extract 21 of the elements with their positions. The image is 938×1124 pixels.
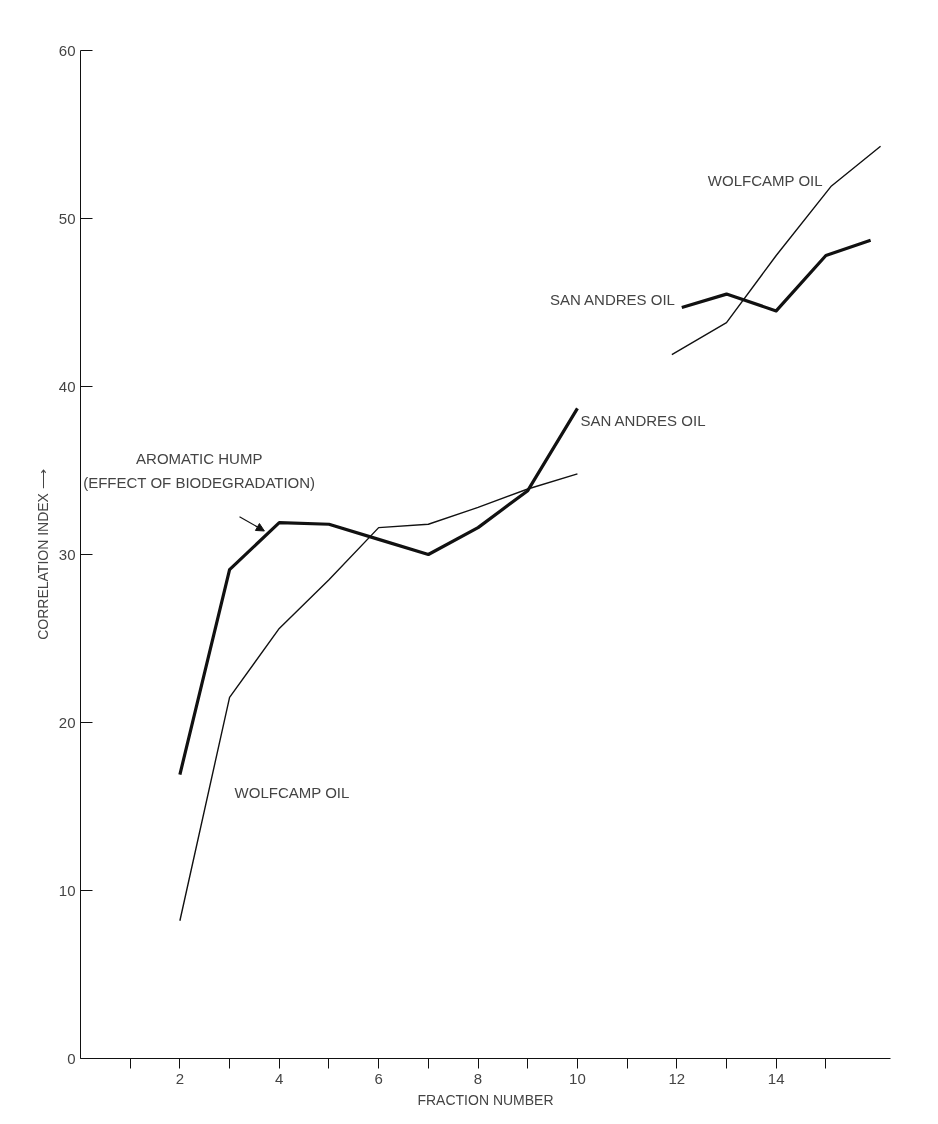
x-tick-label: 14 <box>767 1069 785 1087</box>
y-tick-label: 30 <box>58 545 76 563</box>
y-tick-label: 40 <box>58 377 76 395</box>
y-tick-label: 0 <box>67 1049 76 1067</box>
x-tick-label: 4 <box>275 1069 284 1087</box>
x-tick-label: 10 <box>569 1069 586 1087</box>
x-tick-label: 6 <box>374 1069 383 1087</box>
x-axis-title: FRACTION NUMBER <box>417 1091 554 1108</box>
x-tick-label: 12 <box>668 1069 686 1087</box>
y-tick-label: 10 <box>58 881 76 899</box>
annotation: SAN ANDRES OIL <box>580 411 706 429</box>
annotation: WOLFCAMP OIL <box>234 783 350 801</box>
y-axis-title: CORRELATION INDEX ⟶ <box>34 469 51 640</box>
annotation: WOLFCAMP OIL <box>707 172 823 190</box>
annotation: AROMATIC HUMP (EFFECT OF BIODEGRADATION) <box>83 449 316 491</box>
y-tick-label: 20 <box>58 713 76 731</box>
y-tick-label: 60 <box>58 41 76 59</box>
x-tick-label: 2 <box>175 1069 185 1087</box>
x-tick-label: 8 <box>473 1069 483 1087</box>
annotation: SAN ANDRES OIL <box>549 291 675 309</box>
y-tick-label: 50 <box>58 209 76 227</box>
